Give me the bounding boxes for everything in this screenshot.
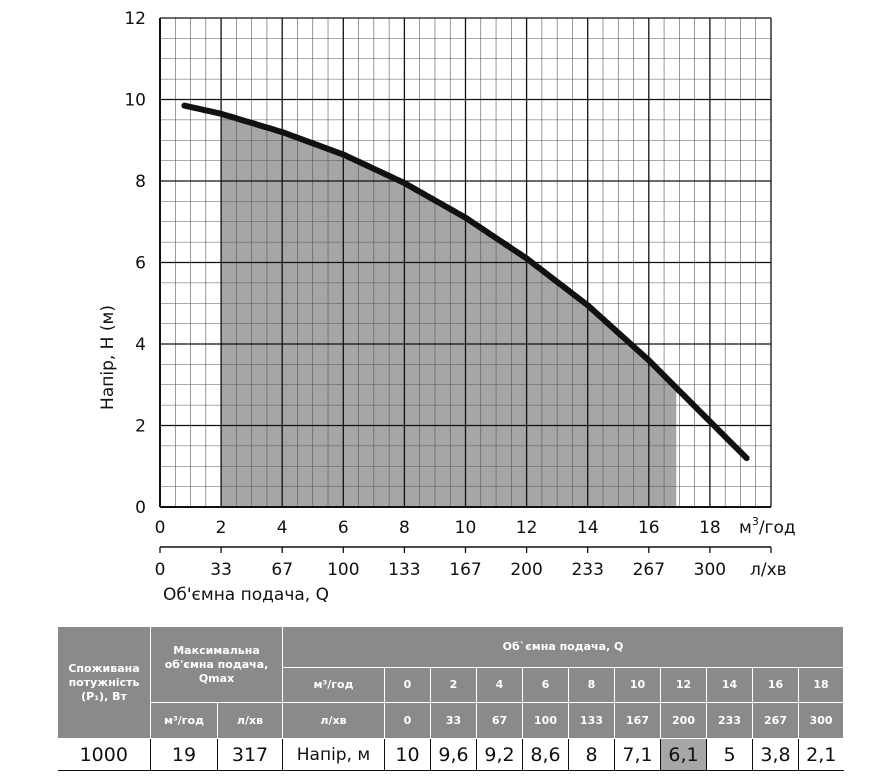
x-unit-label: м3/год bbox=[739, 515, 796, 538]
performance-table: Споживана потужність (P₁), Вт Максимальн… bbox=[57, 626, 845, 771]
x-tick-label: 6 bbox=[338, 518, 349, 538]
m3h-cell: 14 bbox=[706, 667, 753, 703]
pump-performance-chart: 0 2 4 6 8 10 12 0 2 4 6 8 10 12 14 16 18 м3/год 0 33 67 100 13… bbox=[98, 9, 796, 605]
y-tick-label: 8 bbox=[135, 172, 146, 192]
head-value: 6,1 bbox=[660, 738, 707, 771]
head-value: 2,1 bbox=[798, 738, 844, 771]
secondary-tick-label: 133 bbox=[388, 560, 420, 580]
x-tick-label: 12 bbox=[516, 518, 538, 538]
lmin-cell: 267 bbox=[752, 702, 799, 739]
flow-header: Об`ємна подача, Q bbox=[281, 626, 845, 668]
lmin-cell: 133 bbox=[568, 702, 615, 739]
m3h-cell: 4 bbox=[476, 667, 523, 703]
power-value: 1000 bbox=[57, 738, 151, 771]
lmin-cell: 233 bbox=[706, 702, 753, 739]
head-value: 8 bbox=[568, 738, 615, 771]
m3h-cell: 12 bbox=[660, 667, 707, 703]
y-tick-label: 2 bbox=[135, 417, 146, 437]
head-value: 9,2 bbox=[476, 738, 523, 771]
secondary-tick-label: 200 bbox=[510, 560, 542, 580]
head-value: 5 bbox=[706, 738, 753, 771]
m3h-cell: 18 bbox=[797, 667, 845, 703]
lmin-cell: 167 bbox=[614, 702, 661, 739]
secondary-tick-label: 67 bbox=[271, 560, 293, 580]
m3h-cell: 16 bbox=[752, 667, 799, 703]
lmin-cell: 100 bbox=[522, 702, 569, 739]
x-tick-label: 0 bbox=[155, 518, 166, 538]
lmin-cell: 200 bbox=[660, 702, 707, 739]
qmax-header: Максимальна об'ємна подача, Qmax bbox=[150, 626, 283, 703]
m3h-cell: 2 bbox=[430, 667, 477, 703]
y-tick-label: 0 bbox=[135, 498, 146, 518]
lmin-cell: 300 bbox=[797, 702, 845, 739]
y-tick-label: 10 bbox=[124, 91, 146, 111]
x-tick-label: 16 bbox=[638, 518, 660, 538]
head-label: Напір, м bbox=[282, 738, 385, 771]
m3h-cell: 10 bbox=[614, 667, 661, 703]
qmax-lmin-value: 317 bbox=[217, 738, 283, 771]
x-tick-label: 14 bbox=[577, 518, 599, 538]
secondary-tick-label: 33 bbox=[210, 560, 232, 580]
qmax-unit-lmin: л/хв bbox=[217, 702, 283, 739]
head-value: 3,8 bbox=[752, 738, 799, 771]
x-axis-title: Об'ємна подача, Q bbox=[163, 585, 329, 605]
secondary-tick-label: 300 bbox=[694, 560, 726, 580]
head-data-row: 1000 19 317 Напір, м 10 9,6 9,2 8,6 8 7,… bbox=[57, 738, 844, 771]
secondary-tick-label: 267 bbox=[633, 560, 665, 580]
pump-curve bbox=[181, 102, 750, 462]
secondary-tick-label: 233 bbox=[571, 560, 603, 580]
x-tick-label: 10 bbox=[455, 518, 477, 538]
x-tick-label: 18 bbox=[699, 518, 721, 538]
secondary-tick-label: 0 bbox=[155, 560, 166, 580]
y-tick-label: 12 bbox=[124, 9, 146, 29]
qmax-unit-m3h: м³/год bbox=[150, 702, 218, 739]
lmin-cell: 33 bbox=[430, 702, 477, 739]
lmin-cell: 67 bbox=[476, 702, 523, 739]
head-value: 10 bbox=[384, 738, 431, 771]
y-axis-title: Напір, Н (м) bbox=[98, 305, 118, 410]
m3h-cell: 0 bbox=[384, 667, 431, 703]
y-tick-label: 4 bbox=[135, 335, 146, 355]
power-header: Споживана потужність (P₁), Вт bbox=[57, 626, 151, 739]
head-value: 7,1 bbox=[614, 738, 661, 771]
y-tick-label: 6 bbox=[135, 254, 146, 274]
secondary-tick-label: 100 bbox=[327, 560, 359, 580]
x-tick-label: 4 bbox=[277, 518, 288, 538]
x-tick-label: 2 bbox=[216, 518, 227, 538]
qmax-m3h-value: 19 bbox=[150, 738, 218, 771]
lmin-cell: 0 bbox=[384, 702, 431, 739]
head-value: 8,6 bbox=[522, 738, 569, 771]
unit-lmin-label: л/хв bbox=[282, 702, 385, 739]
x-tick-label: 8 bbox=[399, 518, 410, 538]
m3h-cell: 8 bbox=[568, 667, 615, 703]
secondary-unit-label: л/хв bbox=[750, 560, 787, 580]
secondary-tick-label: 167 bbox=[449, 560, 481, 580]
unit-m3h-label: м³/год bbox=[282, 667, 385, 703]
m3h-cell: 6 bbox=[522, 667, 569, 703]
head-value: 9,6 bbox=[430, 738, 477, 771]
shaded-area bbox=[221, 113, 677, 507]
